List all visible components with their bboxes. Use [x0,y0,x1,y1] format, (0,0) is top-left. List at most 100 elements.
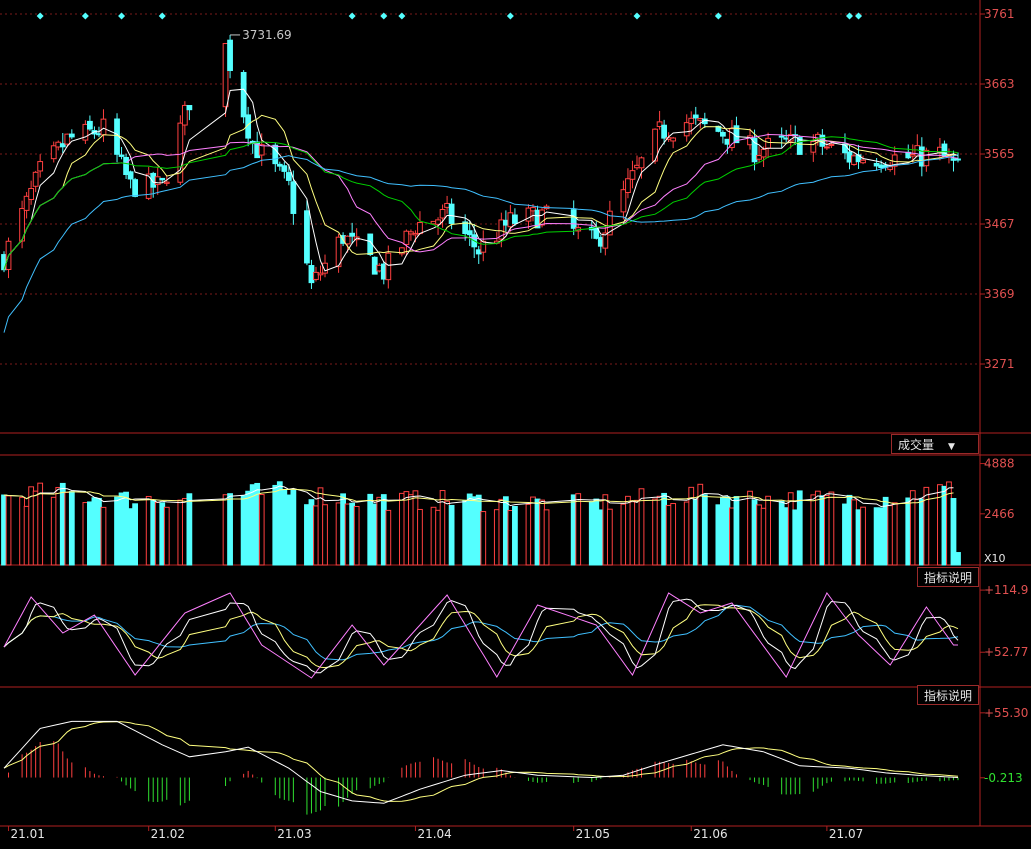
volume-bar [828,491,835,566]
candle-body [322,262,328,274]
candle-body [417,222,423,235]
candle-body [154,176,161,185]
volume-bar [163,506,170,566]
volume-bar [923,486,930,566]
candle-body [539,209,545,226]
volume-bar [796,490,803,566]
price-axis-label: 3761 [984,7,1015,21]
candle-body [163,181,170,184]
candle-body [498,219,505,240]
candle-body [765,137,771,149]
candle-body [692,114,699,119]
kdj-j-line [3,592,958,679]
candle-body [227,39,233,72]
candle-body [258,144,265,156]
volume-axis-label: 2466 [984,507,1015,521]
candle-body [290,181,297,214]
signal-diamond-icon [36,12,44,20]
kdj-axis-label: +114.9 [984,583,1028,597]
candle-body [923,149,930,167]
volume-unit-label: X10 [984,552,1006,565]
candle-body [670,137,677,142]
candle-body [285,172,292,181]
candle-body [683,122,690,137]
volume-bar [68,491,75,566]
candle-body [222,43,229,108]
ma10-line [3,114,959,270]
price-axis-label: 3565 [984,147,1015,161]
date-axis-label: 21.03 [277,827,311,841]
candle-body [570,209,577,229]
candle-body [281,165,288,172]
candle-body [64,133,71,145]
kdj-slow-line [3,604,959,661]
candle-body [91,130,98,135]
signal-diamond-icon [506,12,514,20]
volume-bar [512,505,518,566]
candle-body [403,230,410,245]
volume-indicator-dropdown[interactable]: 成交量 ▼ [891,434,979,454]
kdj-d-line [3,604,959,669]
candle-body [860,159,866,164]
ma60-line [3,154,959,333]
candle-body [606,210,613,236]
signal-diamond-icon [348,12,356,20]
candle-body [123,156,129,176]
volume-ma10-line [3,488,954,505]
volume-bar [638,488,645,566]
candle-body [412,232,419,236]
kdj-axis-label: +52.77 [984,645,1028,659]
volume-bar [448,504,455,566]
volume-bar [480,511,487,566]
volume-bar [701,494,708,566]
candle-body [941,143,948,157]
candle-body [177,122,184,183]
macd-axis-label: +55.30 [984,706,1028,720]
dropdown-caret-icon: ▼ [948,442,955,452]
candle-body [313,271,319,280]
ma30-line [3,136,959,270]
ma20-line [3,133,959,270]
date-axis-label: 21.04 [417,827,451,841]
indicator-help-label: 指标说明 [924,571,973,585]
candle-body [132,179,139,197]
volume-axis-label: 4888 [984,457,1015,471]
price-axis-label: 3271 [984,357,1015,371]
date-axis-label: 21.01 [11,827,45,841]
candle-body [186,105,193,111]
volume-bar [950,498,957,566]
candle-body [688,117,695,124]
volume-bar [100,506,107,566]
candle-body [317,272,324,276]
volume-bar [290,489,297,566]
volume-bar [860,506,866,566]
candle-body [50,145,57,160]
volume-bar [765,495,771,566]
volume-bar [227,493,233,566]
signal-diamond-icon [855,12,863,20]
volume-bar [132,503,139,566]
candle-body [448,203,455,225]
indicator-help-button-macd[interactable]: 指标说明 [917,685,979,705]
candle-body [778,135,785,138]
date-axis-label: 21.02 [151,827,185,841]
peak-annotation-label: 3731.69 [242,28,292,42]
candle-body [398,247,405,255]
volume-bar [891,502,898,566]
signal-diamond-icon [380,12,388,20]
candle-body [23,195,30,211]
candle-body [159,177,166,181]
candle-body [661,124,667,139]
signal-diamond-icon [714,12,722,20]
candle-body [796,137,803,155]
candle-body [760,148,767,158]
candle-body [408,231,414,235]
volume-bar [37,482,44,566]
date-axis-label: 21.06 [693,827,727,841]
volume-bar [385,509,392,566]
candle-body [439,209,446,219]
candle-body [602,232,609,249]
signal-diamond-icon [81,12,89,20]
indicator-help-button-kdj[interactable]: 指标说明 [917,567,979,587]
